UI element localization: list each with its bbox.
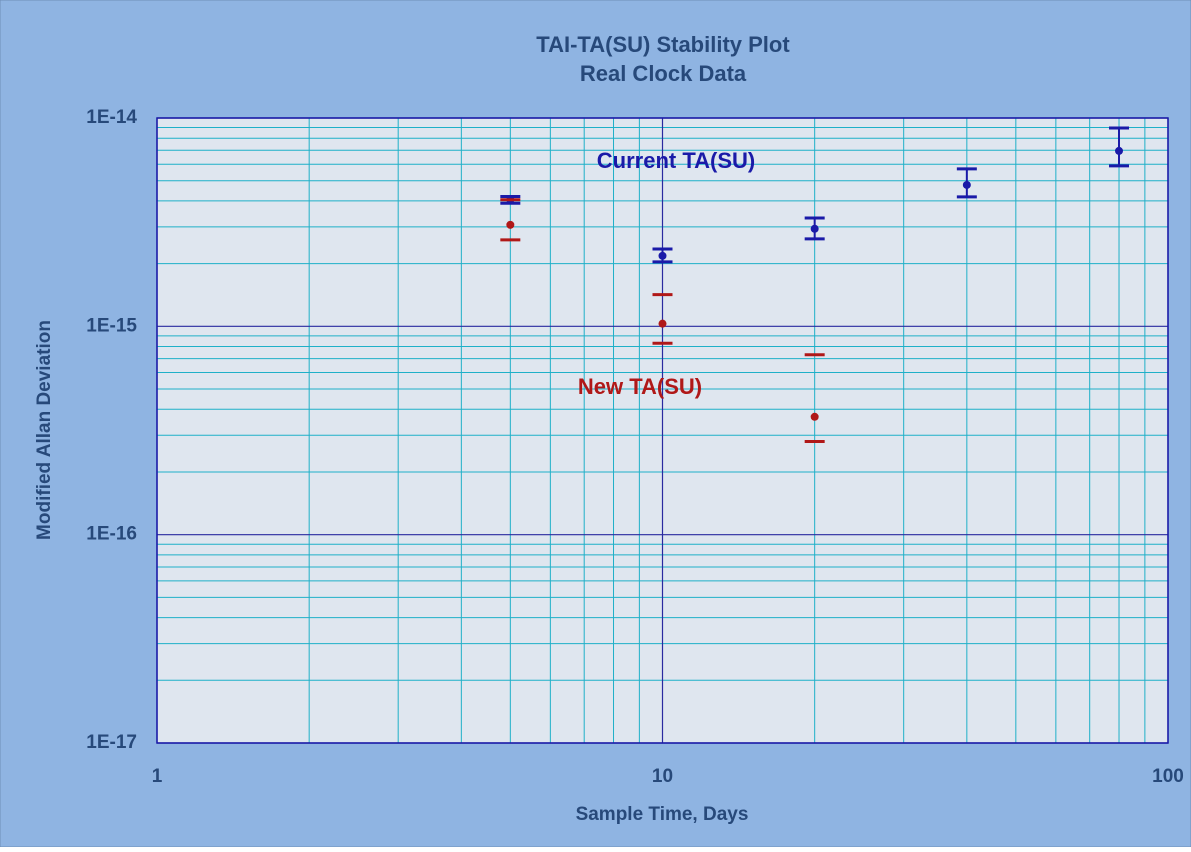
point xyxy=(810,224,819,233)
series-label: Current TA(SU) xyxy=(597,148,755,173)
y-tick-label: 1E-15 xyxy=(86,315,137,336)
y-axis-label: Modified Allan Deviation xyxy=(34,320,55,540)
point xyxy=(658,251,667,260)
plot-border xyxy=(156,117,1169,744)
y-tick-label: 1E-14 xyxy=(86,107,137,128)
point xyxy=(962,180,971,189)
marks xyxy=(500,126,1130,444)
y-tick-label: 1E-16 xyxy=(86,524,137,545)
point xyxy=(658,319,667,328)
x-tick-label: 1 xyxy=(152,766,163,787)
series-label: New TA(SU) xyxy=(578,374,702,399)
point xyxy=(810,412,819,421)
y-tick-label: 1E-17 xyxy=(86,732,137,753)
point xyxy=(506,220,515,229)
chart-subtitle: Real Clock Data xyxy=(580,61,747,86)
point xyxy=(1115,146,1124,155)
x-tick-label: 100 xyxy=(1152,766,1184,787)
x-axis-label: Sample Time, Days xyxy=(576,804,749,825)
chart-title: TAI-TA(SU) Stability Plot xyxy=(536,32,790,57)
x-tick-label: 10 xyxy=(652,766,673,787)
